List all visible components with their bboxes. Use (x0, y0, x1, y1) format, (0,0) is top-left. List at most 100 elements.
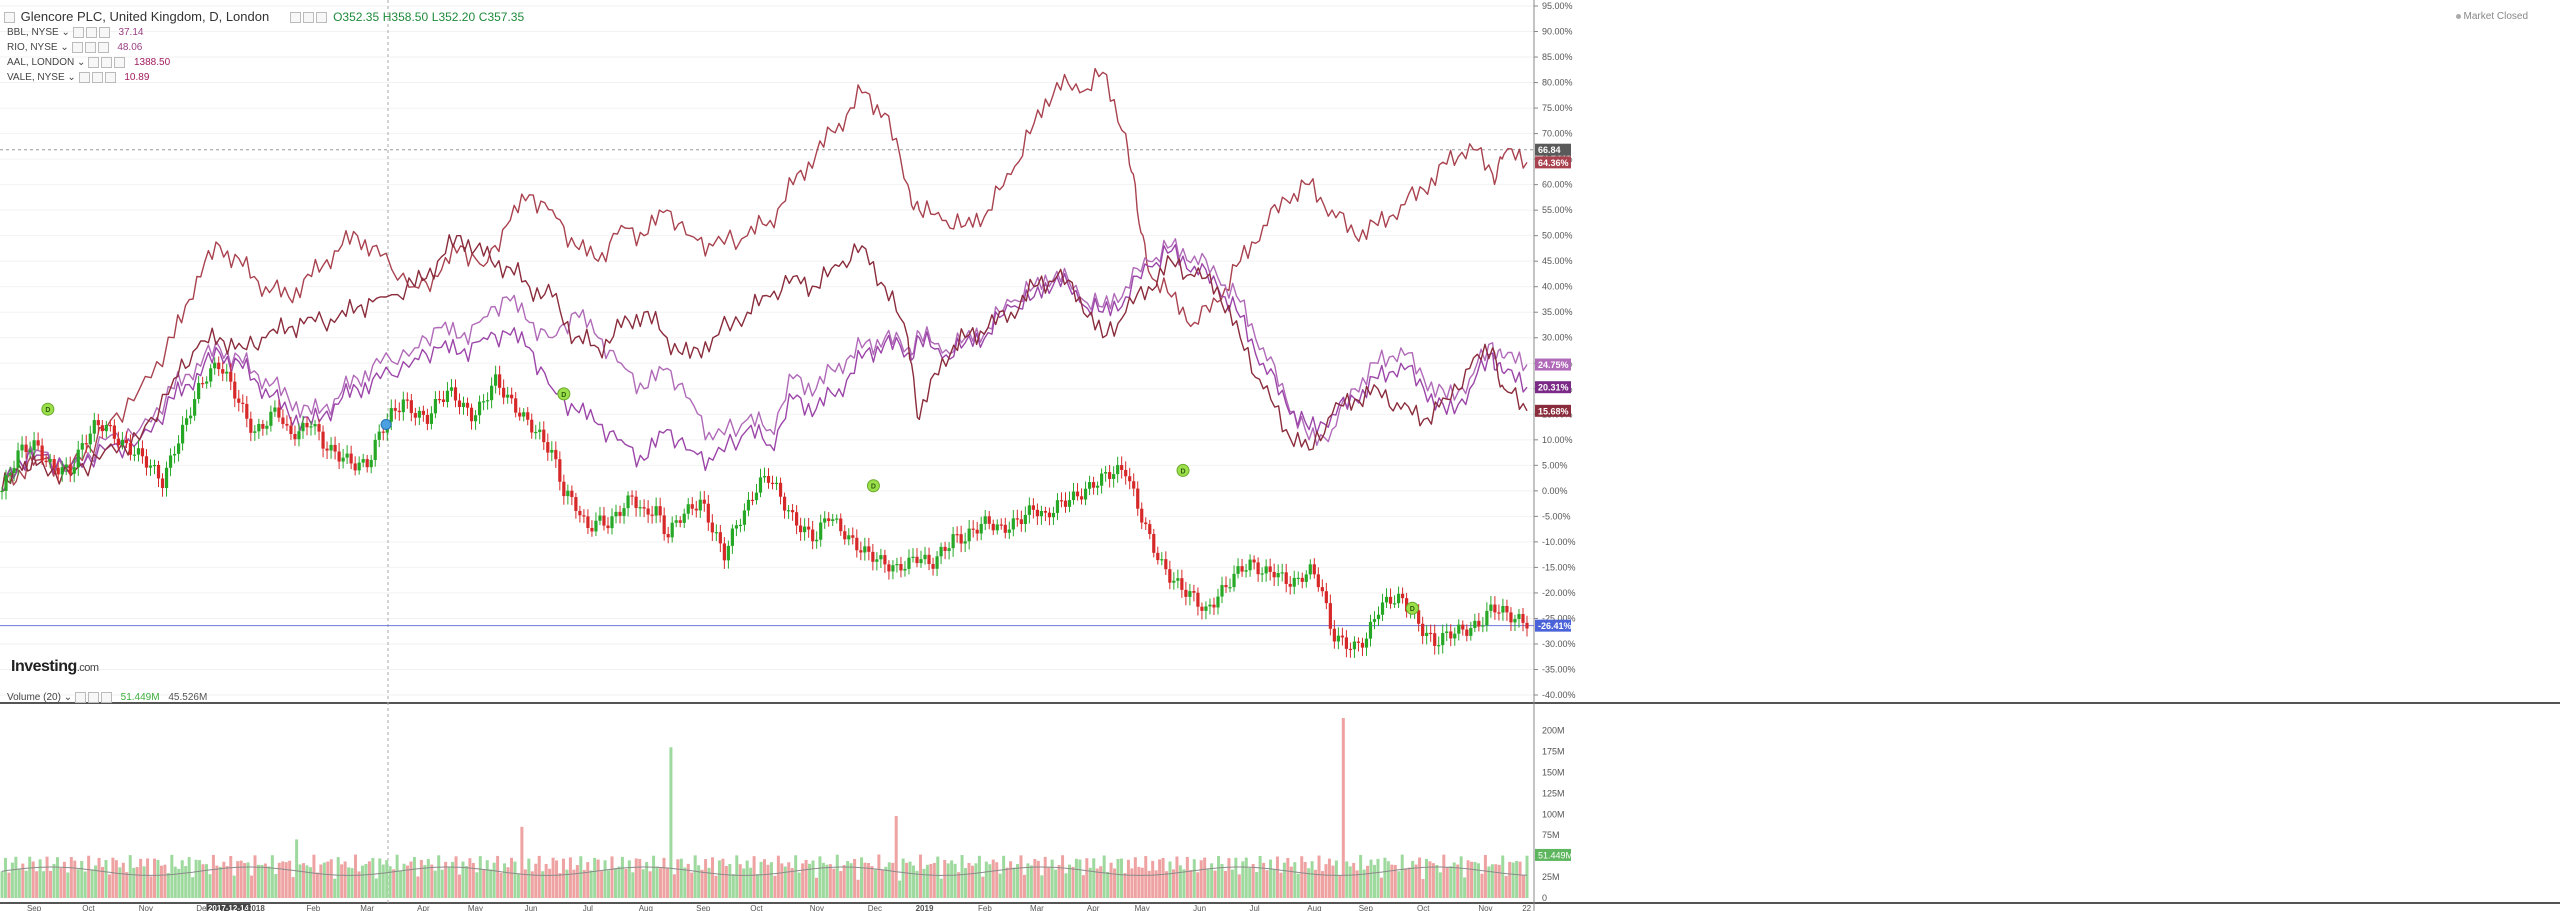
volume-bar[interactable] (69, 857, 73, 898)
candle-body[interactable] (606, 525, 610, 529)
volume-bar[interactable] (250, 875, 254, 898)
volume-bar[interactable] (697, 865, 701, 898)
candle-body[interactable] (393, 408, 397, 411)
candle-body[interactable] (630, 495, 634, 497)
candle-body[interactable] (0, 490, 4, 493)
candle-body[interactable] (959, 534, 963, 544)
candle-body[interactable] (1445, 631, 1449, 633)
volume-bar[interactable] (1029, 865, 1033, 898)
candle-body[interactable] (714, 532, 718, 534)
volume-bar[interactable] (787, 862, 791, 898)
candle-body[interactable] (1493, 604, 1497, 613)
volume-bar[interactable] (1424, 858, 1428, 898)
candle-body[interactable] (1364, 638, 1369, 648)
volume-bar[interactable] (1331, 865, 1335, 898)
volume-bar[interactable] (10, 862, 14, 898)
candle-body[interactable] (72, 467, 76, 474)
candle-body[interactable] (96, 420, 100, 426)
candle-body[interactable] (4, 474, 8, 491)
candle-body[interactable] (502, 387, 506, 398)
chevron-down-icon[interactable]: ⌄ (67, 72, 76, 84)
volume-bar[interactable] (208, 874, 212, 898)
candle-body[interactable] (1328, 603, 1332, 629)
candle-body[interactable] (461, 402, 466, 408)
volume-bar[interactable] (1456, 864, 1460, 898)
candle-body[interactable] (377, 431, 381, 440)
volume-bar[interactable] (1203, 857, 1207, 898)
volume-bar[interactable] (1123, 873, 1127, 898)
candle-body[interactable] (1268, 566, 1272, 572)
close-icon[interactable] (100, 692, 112, 703)
candle-body[interactable] (1425, 632, 1429, 636)
candle-body[interactable] (369, 460, 373, 468)
candle-body[interactable] (1220, 585, 1224, 597)
candle-body[interactable] (1212, 604, 1216, 608)
volume-bar[interactable] (1293, 862, 1297, 898)
candle-body[interactable] (8, 472, 12, 475)
candle-body[interactable] (831, 519, 835, 522)
candle-body[interactable] (305, 422, 309, 428)
volume-bar[interactable] (284, 862, 288, 898)
candle-body[interactable] (273, 407, 277, 412)
candle-body[interactable] (1356, 641, 1361, 643)
volume-bar[interactable] (908, 861, 912, 898)
volume-bar[interactable] (707, 867, 711, 898)
volume-bar[interactable] (76, 869, 80, 898)
volume-bar[interactable] (1223, 870, 1227, 898)
volume-bar[interactable] (1068, 864, 1071, 898)
volume-bar[interactable] (52, 863, 56, 898)
series-line-rio[interactable] (1, 243, 1528, 492)
volume-bar[interactable] (360, 865, 364, 898)
candle-body[interactable] (1489, 604, 1493, 611)
volume-bar[interactable] (347, 867, 351, 898)
volume-bar[interactable] (225, 866, 229, 898)
candle-body[interactable] (345, 453, 349, 458)
candle-body[interactable] (429, 413, 434, 424)
candle-body[interactable] (1388, 596, 1393, 604)
volume-bar[interactable] (94, 865, 98, 898)
settings-icon[interactable] (85, 27, 97, 38)
volume-bar[interactable] (544, 863, 548, 898)
volume-bar[interactable] (489, 869, 493, 898)
volume-bar[interactable] (187, 857, 191, 898)
volume-bar[interactable] (1116, 858, 1120, 898)
candle-body[interactable] (790, 510, 795, 513)
volume-bar[interactable] (1407, 867, 1411, 898)
volume-bar[interactable] (412, 857, 416, 898)
volume-bar[interactable] (1511, 862, 1515, 898)
candle-body[interactable] (991, 523, 995, 531)
candle-body[interactable] (678, 520, 682, 523)
volume-bar[interactable] (960, 855, 964, 898)
candle-body[interactable] (1469, 627, 1473, 636)
volume-bar[interactable] (1421, 879, 1425, 898)
volume-bar[interactable] (222, 861, 226, 898)
volume-bar[interactable] (440, 869, 444, 898)
candle-body[interactable] (1376, 614, 1381, 620)
close-icon[interactable] (316, 12, 328, 24)
volume-bar[interactable] (700, 869, 704, 898)
volume-bar[interactable] (773, 875, 777, 898)
volume-bar[interactable] (392, 869, 396, 898)
volume-bar[interactable] (648, 871, 652, 898)
candle-body[interactable] (522, 412, 526, 417)
candle-body[interactable] (586, 516, 590, 528)
volume-bar[interactable] (1189, 870, 1193, 898)
volume-bar[interactable] (291, 877, 295, 898)
candle-body[interactable] (871, 551, 875, 562)
volume-bar[interactable] (506, 867, 510, 898)
candle-body[interactable] (1035, 509, 1039, 517)
candle-body[interactable] (927, 554, 931, 565)
candle-body[interactable] (365, 459, 369, 468)
candle-body[interactable] (646, 508, 650, 515)
volume-bar[interactable] (246, 862, 250, 898)
candle-body[interactable] (1477, 620, 1481, 627)
candle-body[interactable] (1079, 496, 1084, 500)
volume-bar[interactable] (1168, 861, 1172, 898)
candle-body[interactable] (1461, 624, 1465, 630)
volume-bar[interactable] (28, 856, 32, 898)
candle-body[interactable] (1164, 559, 1168, 570)
candle-body[interactable] (642, 507, 646, 509)
candle-body[interactable] (879, 555, 883, 560)
settings-icon[interactable] (84, 42, 96, 53)
